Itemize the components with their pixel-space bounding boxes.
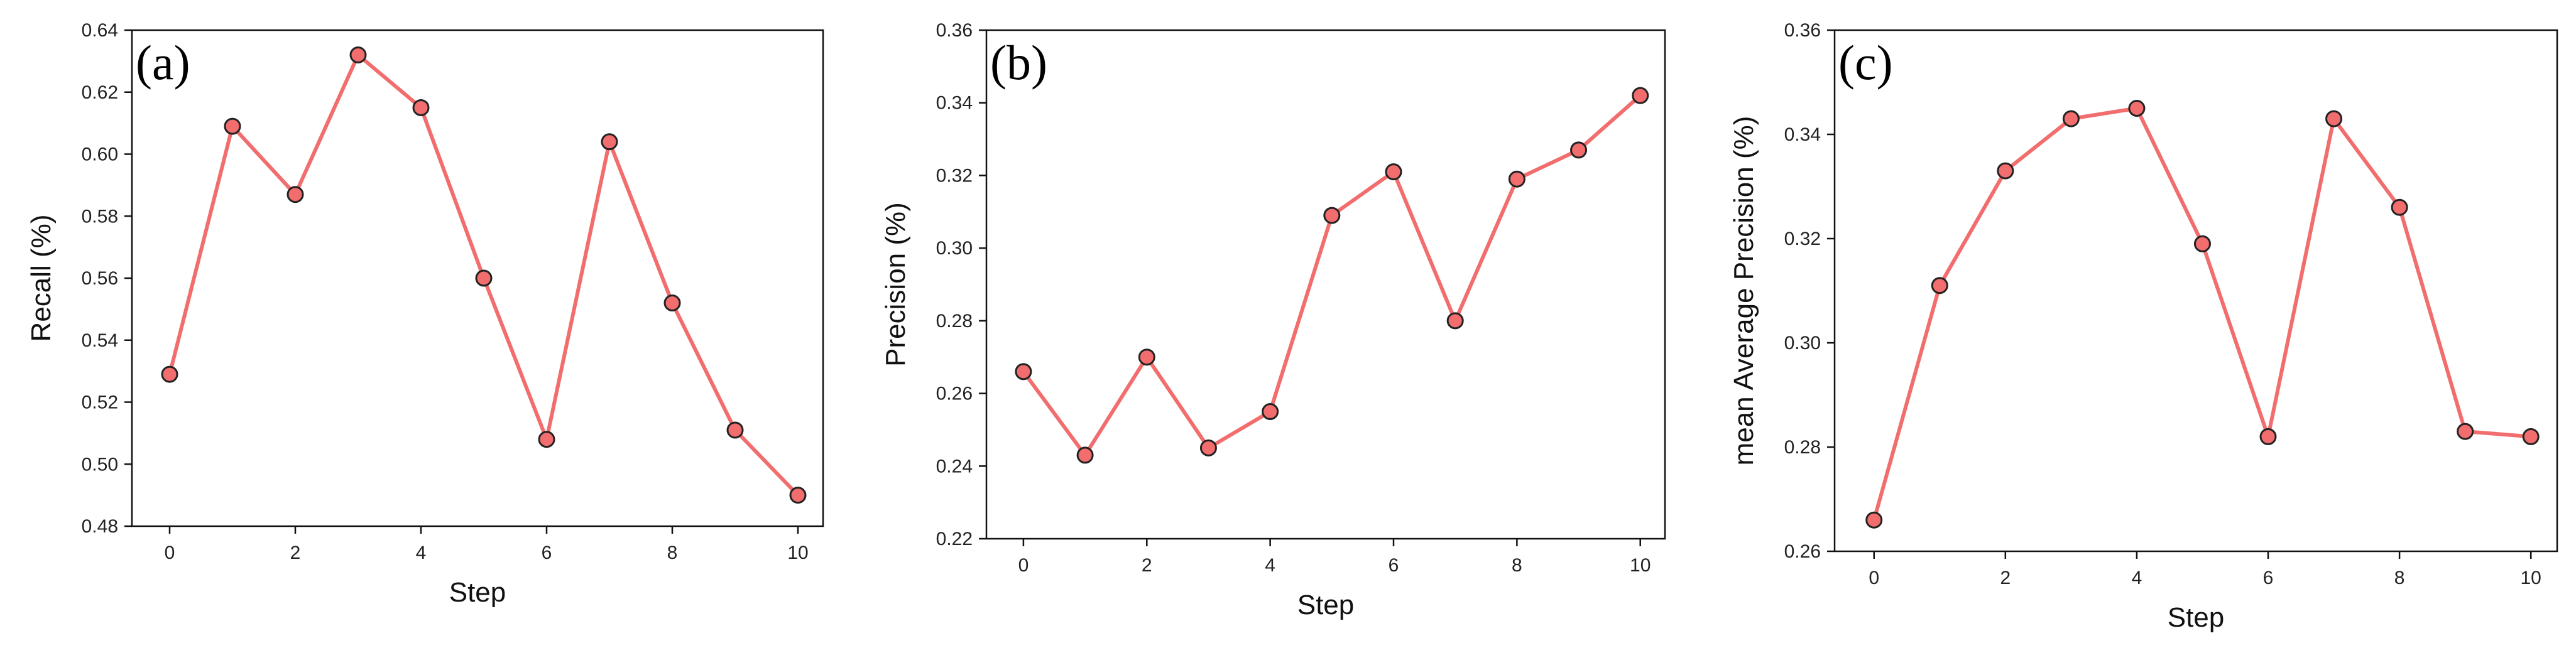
x-tick-label-c: 2 (2000, 568, 2011, 588)
data-points-c (1865, 100, 2540, 529)
x-axis-label-b: Step (1297, 590, 1355, 620)
plot-frame-c (1833, 29, 2558, 553)
data-point-c (2259, 428, 2277, 445)
data-points-a (161, 46, 807, 504)
data-point-b (1076, 446, 1094, 464)
y-tick-label-a: 0.58 (82, 206, 118, 227)
x-tick-label-b: 2 (1142, 555, 1152, 576)
x-tick-label-c: 4 (2132, 568, 2142, 588)
y-ticks-a: 0.48 0.50 0.52 0.54 0.56 0.58 0.60 0.62 0.64 (82, 20, 132, 537)
data-point-b (1015, 363, 1032, 381)
y-tick-label-b: 0.34 (936, 93, 973, 114)
y-tick-label-a: 0.64 (82, 20, 118, 41)
plot-frame-b (985, 29, 1666, 540)
x-tick-label-a: 10 (787, 543, 808, 563)
x-tick-label-a: 6 (542, 543, 552, 563)
data-point-a (663, 294, 681, 311)
data-point-c (2325, 110, 2343, 127)
data-point-a (349, 46, 367, 63)
data-point-b (1199, 439, 1217, 456)
x-tick-label-b: 6 (1389, 555, 1399, 576)
y-tick-label-a: 0.48 (82, 516, 118, 537)
data-point-b (1446, 312, 1464, 330)
data-point-c (2522, 428, 2540, 445)
data-point-c (1931, 277, 1948, 294)
data-point-c (1997, 162, 2014, 180)
data-point-a (538, 431, 555, 448)
data-point-b (1385, 163, 1402, 181)
panel-label-b: (b) (990, 35, 1047, 90)
x-axis-label-c: Step (2168, 602, 2225, 633)
x-tick-label-a: 8 (667, 543, 678, 563)
panel-a: (a) Step Recall (%) 0.48 0.50 0.52 0.54 0.56… (26, 20, 824, 608)
y-axis-label-a: Recall (%) (26, 215, 57, 342)
data-point-c (2391, 198, 2408, 216)
data-point-c (2062, 110, 2080, 127)
y-tick-label-b: 0.22 (936, 529, 973, 549)
data-point-c (2193, 235, 2211, 252)
y-tick-label-b: 0.28 (936, 311, 973, 332)
x-ticks-c: 0 2 4 6 8 10 (1869, 551, 2541, 588)
panel-label-c: (c) (1838, 35, 1893, 90)
y-tick-label-c: 0.32 (1784, 229, 1821, 249)
data-point-b (1323, 207, 1341, 224)
data-point-a (475, 269, 493, 287)
data-point-a (412, 99, 430, 116)
x-tick-label-c: 10 (2520, 568, 2541, 588)
data-point-b (1138, 348, 1155, 366)
data-point-c (1865, 511, 1883, 529)
y-tick-label-b: 0.32 (936, 165, 973, 186)
x-tick-label-c: 6 (2263, 568, 2274, 588)
y-tick-label-a: 0.62 (82, 82, 118, 103)
data-point-a (726, 421, 744, 439)
x-axis-label-a: Step (449, 577, 506, 608)
y-tick-label-c: 0.34 (1784, 124, 1821, 145)
x-tick-label-a: 4 (416, 543, 427, 563)
y-tick-label-b: 0.24 (936, 456, 973, 477)
y-axis-label-b: Precision (%) (880, 202, 911, 367)
y-tick-label-b: 0.26 (936, 384, 973, 404)
data-points-b (1015, 87, 1649, 464)
panel-label-a: (a) (136, 35, 190, 90)
data-point-a (287, 186, 304, 203)
y-tick-label-a: 0.60 (82, 144, 118, 165)
y-tick-label-a: 0.54 (82, 330, 118, 351)
data-point-a (161, 365, 178, 383)
data-point-b (1570, 141, 1588, 159)
y-tick-label-a: 0.50 (82, 454, 118, 475)
x-tick-label-b: 8 (1512, 555, 1522, 576)
y-ticks-c: 0.26 0.28 0.30 0.32 0.34 0.36 (1784, 20, 1835, 562)
y-ticks-b: 0.22 0.24 0.26 0.28 0.30 0.32 0.34 0.36 (936, 20, 986, 549)
data-point-c (2128, 100, 2146, 117)
x-tick-label-c: 8 (2394, 568, 2405, 588)
y-tick-label-c: 0.28 (1784, 437, 1821, 458)
x-tick-label-a: 0 (165, 543, 175, 563)
panel-b: (b) Step Precision (%) 0.220.240.260.280… (880, 20, 1666, 620)
data-point-a (601, 133, 618, 151)
data-point-b (1508, 170, 1525, 188)
x-tick-label-b: 10 (1630, 555, 1651, 576)
data-point-b (1262, 403, 1279, 420)
x-tick-label-b: 4 (1265, 555, 1275, 576)
x-tick-label-a: 2 (290, 543, 301, 563)
data-point-a (789, 487, 807, 504)
y-tick-label-a: 0.52 (82, 392, 118, 413)
y-tick-label-c: 0.30 (1784, 333, 1821, 354)
data-point-a (224, 117, 241, 135)
x-ticks-b: 0 2 4 6 8 10 (1018, 539, 1651, 576)
panel-c: (c) Step mean Average Precision (%) 0.26… (1728, 20, 2558, 633)
y-tick-label-a: 0.56 (82, 268, 118, 289)
y-tick-label-b: 0.30 (936, 238, 973, 259)
x-tick-label-c: 0 (1869, 568, 1879, 588)
y-tick-label-c: 0.26 (1784, 541, 1821, 562)
y-tick-label-b: 0.36 (936, 20, 973, 41)
y-tick-label-c: 0.36 (1784, 20, 1821, 41)
y-axis-label-c: mean Average Precision (%) (1728, 116, 1759, 466)
x-tick-label-b: 0 (1018, 555, 1029, 576)
data-point-b (1632, 87, 1649, 104)
data-point-c (2457, 423, 2474, 440)
x-ticks-a: 0 2 4 6 8 10 (165, 526, 809, 563)
